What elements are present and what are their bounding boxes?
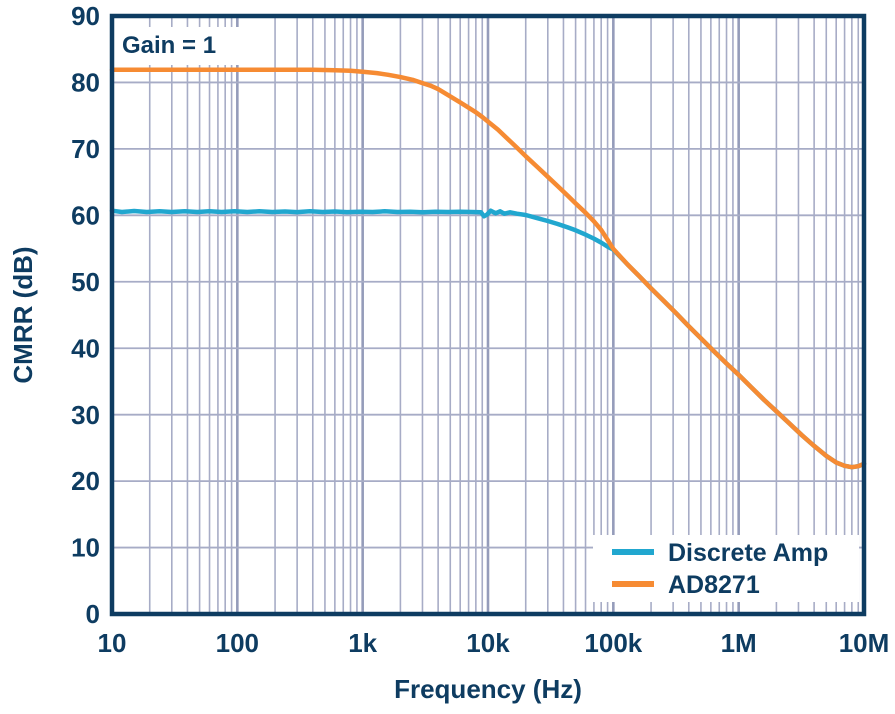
x-tick-label: 10k [466,628,510,658]
y-tick-label: 40 [71,333,100,363]
x-tick-label: 100k [584,628,642,658]
y-tick-label: 0 [86,599,100,629]
y-axis-title: CMRR (dB) [8,246,38,383]
series-lines [109,67,867,470]
y-tick-label: 80 [71,68,100,98]
legend-background [593,535,859,602]
gain-annotation-background [114,27,264,65]
y-tick-label: 30 [71,400,100,430]
y-tick-label: 60 [71,200,100,230]
legend-label-discrete-amp: Discrete Amp [668,539,828,567]
legend-label-ad8271: AD8271 [668,571,760,599]
y-tick-label: 50 [71,267,100,297]
x-tick-label: 1k [348,628,377,658]
y-tick-label: 10 [71,533,100,563]
y-tick-label: 70 [71,134,100,164]
x-tick-label: 1M [721,628,757,658]
plot-border [109,13,867,617]
y-axis-tick-labels: 0 10 20 30 40 50 60 70 80 90 [71,1,100,629]
curve-ad8271 [109,67,867,470]
x-tick-label: 100 [216,628,259,658]
x-tick-label: 10M [839,628,890,658]
x-tick-label: 10 [98,628,127,658]
legend: Discrete Amp AD8271 [593,535,859,602]
grid [112,16,864,614]
gain-annotation: Gain = 1 [122,32,216,59]
y-tick-label: 20 [71,466,100,496]
x-axis-tick-labels: 10 100 1k 10k 100k 1M 10M [98,628,890,658]
x-axis-title: Frequency (Hz) [394,674,582,704]
gain-annotation-group: Gain = 1 [114,27,264,65]
y-tick-label: 90 [71,1,100,31]
